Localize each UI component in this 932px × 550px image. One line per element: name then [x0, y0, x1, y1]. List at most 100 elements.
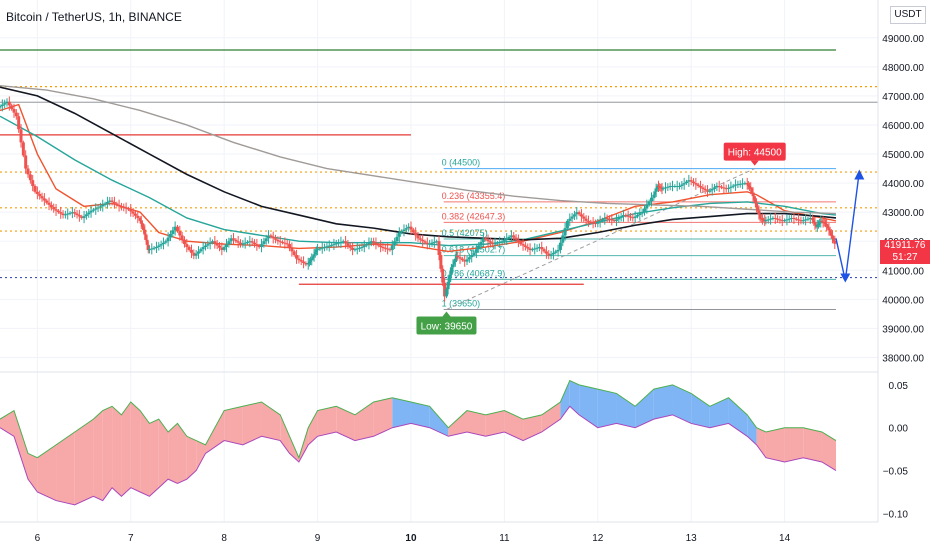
projection-arrow-line: [835, 238, 846, 281]
candle-body: [519, 241, 523, 245]
oscillator-segment: [186, 436, 197, 480]
candle-body: [821, 221, 825, 223]
candle-body: [70, 212, 74, 214]
candle-body: [73, 212, 77, 214]
currency-unit-button[interactable]: USDT: [890, 6, 926, 24]
candle-body: [164, 241, 168, 243]
candle-body: [159, 244, 163, 246]
candle-body: [330, 244, 334, 246]
oscillator-segment: [205, 410, 225, 454]
candle-body: [449, 267, 453, 275]
candle-body: [452, 261, 456, 265]
candle-body: [115, 203, 119, 205]
candle-body: [152, 247, 156, 249]
candle-body: [577, 212, 581, 215]
candle-body: [439, 255, 443, 269]
candle-body: [236, 241, 240, 243]
candle-body: [276, 239, 280, 242]
y-tick-label: 40000.00: [882, 295, 924, 306]
candle-body: [260, 244, 264, 248]
candle-body: [460, 258, 464, 261]
candle-body: [535, 247, 539, 249]
candle-body: [367, 242, 371, 245]
candle-body: [175, 226, 179, 232]
candle-body: [790, 217, 794, 219]
candle-body: [474, 249, 478, 253]
candle-body: [288, 244, 292, 248]
oscillator-segment: [821, 432, 836, 471]
candle-body: [797, 219, 801, 221]
fib-level-label: 1 (39650): [442, 299, 481, 309]
candle-body: [619, 216, 623, 218]
candle-body: [388, 249, 392, 251]
candle-body: [199, 249, 203, 252]
candle-body: [430, 242, 434, 244]
candle-body: [706, 190, 710, 192]
candle-body: [269, 235, 273, 237]
candle-body: [390, 245, 394, 250]
high-badge-pointer: [750, 160, 759, 166]
candle-body: [526, 247, 530, 249]
candle-body: [220, 247, 224, 250]
candle-body: [804, 219, 808, 221]
candle-body: [748, 186, 752, 188]
high-low-badges: High: 44500 Low: 39650: [416, 142, 786, 335]
candle-body: [738, 183, 742, 185]
candle-body: [801, 220, 805, 222]
oscillator-segment: [102, 406, 113, 501]
candle-body: [173, 226, 177, 231]
candle-body: [290, 247, 294, 252]
candle-body: [309, 260, 313, 262]
osc-y-tick-label: −0.05: [883, 467, 909, 478]
candle-body: [756, 207, 760, 211]
candle-body: [463, 260, 467, 262]
candle-body: [486, 239, 490, 242]
candle-body: [250, 241, 254, 243]
high-badge-label: High: 44500: [728, 148, 782, 159]
candle-body: [811, 217, 815, 221]
candle-body: [708, 190, 712, 192]
candle-body: [38, 193, 42, 197]
candle-body: [682, 183, 686, 185]
candle-body: [579, 214, 583, 217]
candle-body: [10, 105, 14, 109]
candle-body: [320, 247, 324, 249]
fibonacci-retracement: 0 (44500) 0.236 (43355.4) 0.382 (42647.3) 0…: [442, 158, 836, 311]
candle-body: [0, 104, 4, 107]
candle-body: [325, 246, 329, 248]
candle-body: [759, 217, 763, 219]
candle-body: [35, 191, 39, 194]
oscillator-segment: [14, 410, 29, 480]
candle-body: [201, 247, 205, 250]
candle-body: [687, 180, 691, 182]
oscillator-segment: [560, 380, 570, 420]
candle-body: [823, 223, 827, 225]
candle-body: [827, 228, 831, 231]
candle-body: [502, 239, 506, 242]
candle-body: [418, 238, 422, 240]
candle-body: [724, 188, 728, 190]
candle-body: [612, 220, 616, 222]
candle-body: [131, 211, 135, 214]
candle-body: [516, 239, 520, 242]
candle-body: [402, 229, 406, 232]
candle-body: [512, 235, 516, 238]
candle-body: [355, 248, 359, 250]
candle-body: [108, 200, 112, 202]
candle-body: [381, 247, 385, 249]
x-tick-label: 10: [405, 533, 417, 544]
candle-body: [437, 241, 441, 256]
candle-body: [456, 255, 460, 258]
candle-body: [56, 210, 60, 213]
candle-body: [745, 183, 749, 185]
oscillator-segment: [93, 410, 103, 501]
fib-level-label: 0.236 (43355.4): [442, 191, 506, 201]
candle-body: [659, 187, 663, 189]
candle-body: [661, 188, 665, 190]
candle-body: [91, 209, 95, 211]
candle-body: [558, 242, 562, 250]
x-tick-label: 13: [686, 533, 698, 544]
candle-body: [751, 192, 755, 197]
